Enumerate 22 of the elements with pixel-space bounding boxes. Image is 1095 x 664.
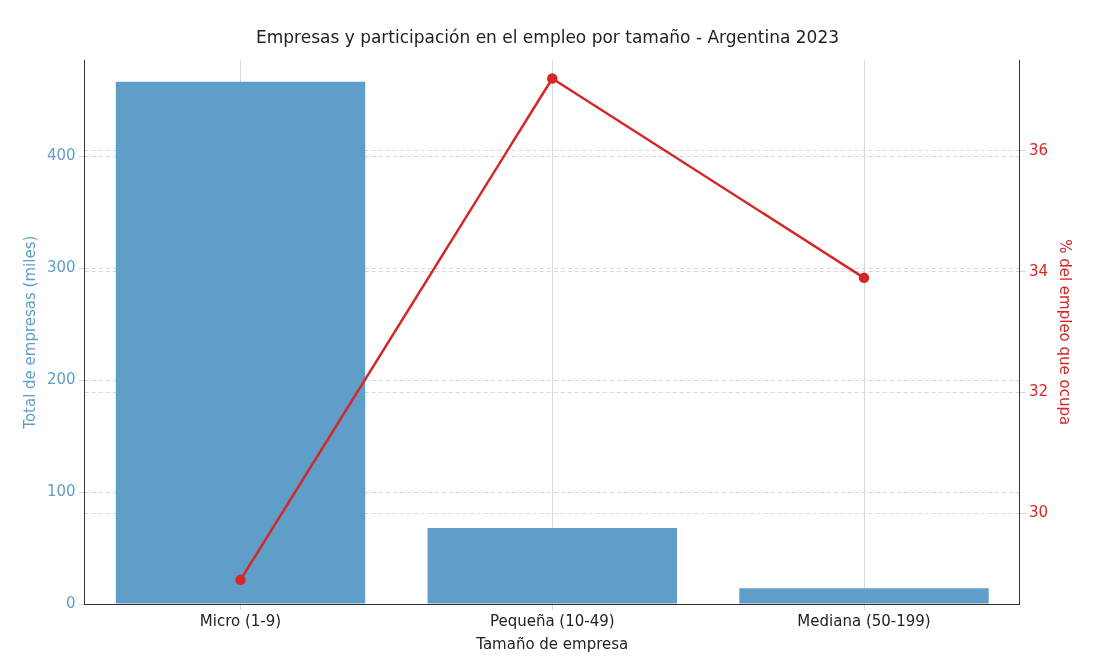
y-tick-label: 400: [46, 146, 76, 165]
y2-tick-label: 34: [1028, 261, 1049, 280]
x-tick-label: Micro (1-9): [199, 611, 282, 630]
bar: [739, 588, 989, 604]
y-tick-label: 200: [46, 370, 76, 389]
point: [235, 574, 246, 586]
x-axis-title: Tamaño de empresa: [475, 634, 629, 653]
x-tick-label: Mediana (50-199): [797, 611, 931, 630]
y2-tick-label: 30: [1028, 503, 1049, 522]
bar: [427, 527, 677, 604]
bar: [115, 81, 366, 604]
x-tick-label: Pequeña (10-49): [489, 611, 615, 630]
y2-tick-label: 36: [1028, 140, 1049, 159]
y-tick-label: 0: [66, 593, 76, 612]
point: [547, 73, 558, 84]
chart-title: Empresas y participación en el empleo por tamaño - Argentina 2023: [255, 26, 840, 47]
y2-axis-title: % del empleo que ocupa: [1056, 239, 1075, 426]
y-tick-label: 300: [46, 258, 76, 277]
y-axis-title: Total de empresas (miles): [20, 235, 39, 430]
y2-tick-label: 32: [1028, 382, 1049, 401]
y-tick-label: 100: [46, 482, 76, 501]
point: [858, 272, 870, 284]
